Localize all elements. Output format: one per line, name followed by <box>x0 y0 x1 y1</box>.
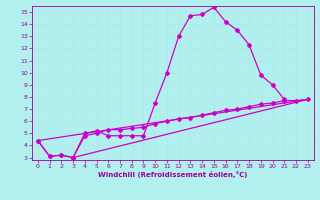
X-axis label: Windchill (Refroidissement éolien,°C): Windchill (Refroidissement éolien,°C) <box>98 171 247 178</box>
